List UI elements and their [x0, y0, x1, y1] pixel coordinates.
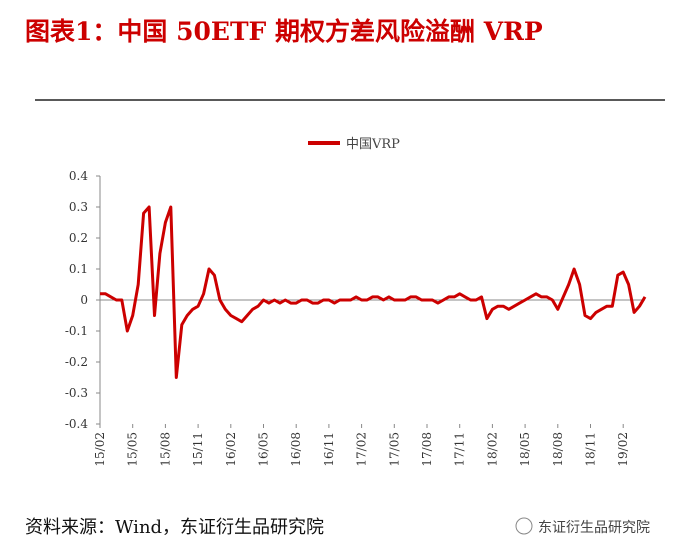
legend-label: 中国VRP — [346, 137, 400, 152]
title: 图表1：中国 50ETF 期权方差风险溢酬 VRP — [25, 17, 543, 46]
x-tick-label: 15/08 — [158, 432, 172, 467]
y-tick-label: -0.3 — [65, 386, 88, 400]
x-tick-label: 16/08 — [289, 432, 303, 467]
x-tick-label: 15/11 — [191, 432, 205, 467]
y-tick-label: 0 — [80, 293, 88, 307]
x-tick-label: 16/11 — [322, 432, 336, 467]
watermark-icon — [515, 517, 533, 535]
x-tick-label: 18/05 — [518, 432, 532, 467]
x-tick-label: 15/02 — [93, 432, 107, 467]
watermark: 东证衍生品研究院 — [538, 520, 650, 536]
source: 资料来源：Wind，东证衍生品研究院 — [25, 517, 324, 538]
x-tick-label: 17/02 — [355, 432, 369, 467]
x-tick-label: 15/05 — [126, 432, 140, 467]
y-tick-label: 0.3 — [69, 200, 88, 214]
y-tick-label: -0.2 — [65, 355, 88, 369]
series-line — [100, 205, 647, 379]
x-tick-label: 16/02 — [224, 432, 238, 467]
y-tick-label: -0.4 — [65, 417, 89, 431]
y-tick-label: 0.1 — [69, 262, 88, 276]
x-tick-label: 18/08 — [551, 432, 565, 467]
x-tick-label: 18/11 — [584, 432, 598, 467]
x-tick-label: 17/08 — [420, 432, 434, 467]
y-tick-label: 0.2 — [69, 231, 88, 245]
x-tick-label: 17/05 — [387, 432, 401, 467]
y-tick-label: 0.4 — [69, 169, 88, 183]
x-tick-label: 18/02 — [485, 432, 499, 467]
y-tick-label: -0.1 — [65, 324, 88, 338]
x-tick-label: 17/11 — [453, 432, 467, 467]
x-tick-label: 19/02 — [616, 432, 630, 467]
x-tick-label: 16/05 — [257, 432, 271, 467]
